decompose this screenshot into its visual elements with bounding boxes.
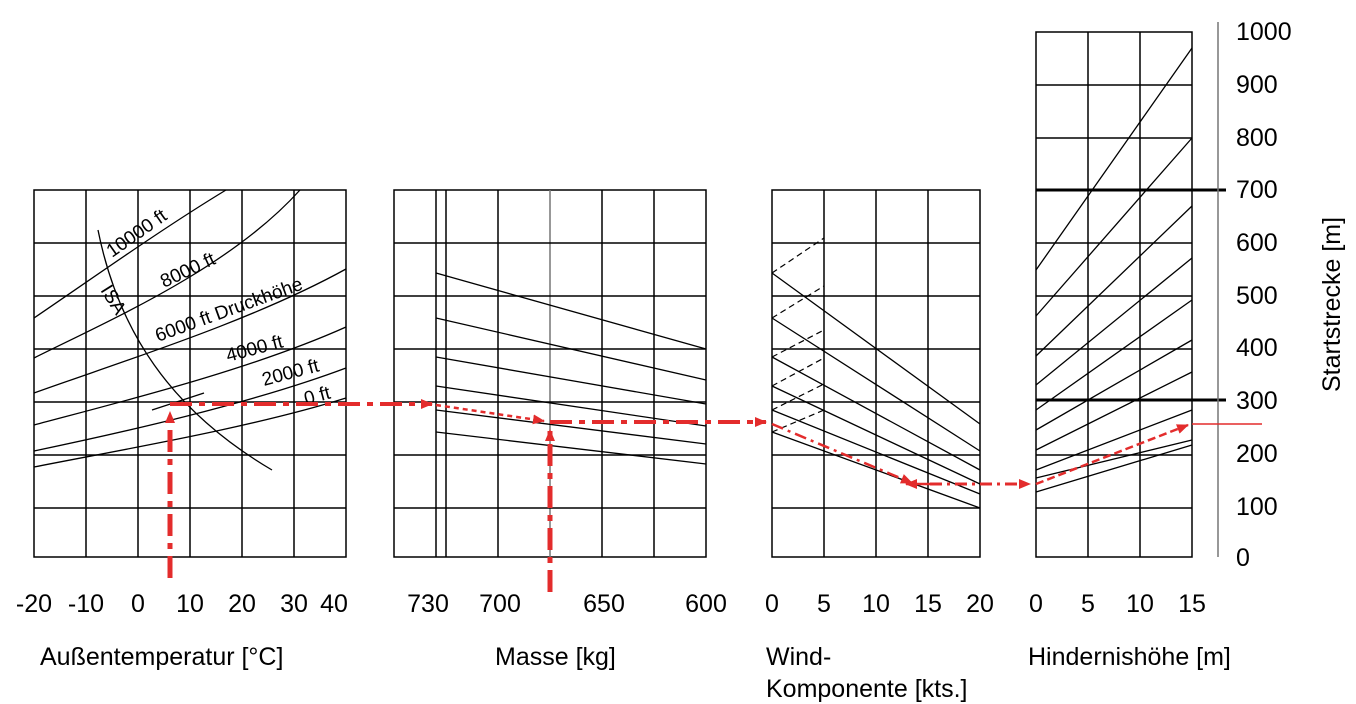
obstacle-grid — [1035, 31, 1226, 558]
distance-tick: 0 — [1236, 544, 1250, 572]
mass-curves — [435, 272, 707, 465]
mass-tick: 600 — [685, 590, 727, 618]
tailwind-curves — [771, 237, 825, 433]
wind-tick: 15 — [914, 590, 942, 618]
wind-tick: 20 — [966, 590, 994, 618]
obstacle-axis-title: Hindernishöhe [m] — [1028, 643, 1231, 671]
mass-panel: 730 700 650 600 Masse [kg] — [393, 189, 727, 671]
distance-tick: 200 — [1236, 440, 1278, 468]
label-2000ft: 2000 ft — [260, 355, 322, 391]
distance-tick: 800 — [1236, 124, 1278, 152]
distance-tick: 1000 — [1236, 18, 1292, 46]
curve-6000ft — [33, 268, 347, 394]
reference-line — [151, 392, 205, 411]
distance-tick: 900 — [1236, 71, 1278, 99]
distance-ticks: 0 100 200 300 400 500 600 700 800 900 10… — [1236, 18, 1292, 572]
pressure-altitude-curves — [33, 189, 347, 471]
wind-axis-title-line2: Komponente [kts.] — [766, 675, 968, 703]
isa-curve — [97, 229, 273, 471]
distance-axis: 0 100 200 300 400 500 600 700 800 900 10… — [1236, 18, 1346, 572]
mass-axis-title: Masse [kg] — [495, 643, 616, 671]
distance-tick: 700 — [1236, 176, 1278, 204]
temp-tick: 30 — [280, 590, 308, 618]
mass-tick: 730 — [407, 590, 449, 618]
distance-axis-title: Startstrecke [m] — [1318, 217, 1346, 392]
temp-tick: -10 — [68, 590, 104, 618]
distance-tick: 400 — [1236, 334, 1278, 362]
wind-panel: 0 5 10 15 20 Wind- Komponente [kts.] — [765, 189, 994, 703]
obstacle-tick: 15 — [1178, 590, 1206, 618]
mass-ticks: 730 700 650 600 — [407, 590, 727, 618]
temp-tick: 10 — [176, 590, 204, 618]
wind-tick: 5 — [817, 590, 831, 618]
path-mass-guide — [435, 403, 545, 425]
obstacle-tick: 5 — [1081, 590, 1095, 618]
wind-tick: 0 — [765, 590, 779, 618]
wind-axis-title-line1: Wind- — [766, 643, 831, 671]
distance-tick: 100 — [1236, 493, 1278, 521]
temp-tick: -20 — [16, 590, 52, 618]
temp-tick: 0 — [131, 590, 145, 618]
wind-tick: 10 — [862, 590, 890, 618]
label-8000ft: 8000 ft — [157, 249, 219, 293]
temperature-axis-title: Außentemperatur [°C] — [40, 643, 283, 671]
wind-ticks: 0 5 10 15 20 — [765, 590, 994, 618]
headwind-curves — [771, 272, 981, 509]
obstacle-ticks: 0 5 10 15 — [1029, 590, 1206, 618]
distance-tick: 300 — [1236, 387, 1278, 415]
distance-tick: 500 — [1236, 282, 1278, 310]
curve-8000ft — [33, 189, 301, 359]
curve-2000ft — [33, 367, 347, 452]
temperature-panel: 10000 ft 8000 ft 6000 ft Druckhöhe 4000 … — [16, 189, 348, 671]
curve-10000ft — [33, 189, 227, 319]
obstacle-tick: 10 — [1126, 590, 1154, 618]
curve-0ft — [33, 397, 347, 468]
temp-tick: 40 — [320, 590, 348, 618]
mass-tick: 650 — [583, 590, 625, 618]
example-path — [165, 399, 1262, 592]
obstacle-curves — [1035, 47, 1193, 493]
curve-labels: 10000 ft 8000 ft 6000 ft Druckhöhe 4000 … — [96, 205, 334, 410]
path-obstacle-guide — [1035, 423, 1189, 486]
mass-tick: 700 — [479, 590, 521, 618]
temperature-ticks: -20 -10 0 10 20 30 40 — [16, 590, 348, 618]
temp-tick: 20 — [228, 590, 256, 618]
obstacle-panel: 0 5 10 15 Hindernishöhe [m] — [1028, 22, 1231, 671]
distance-tick: 600 — [1236, 229, 1278, 257]
obstacle-tick: 0 — [1029, 590, 1043, 618]
curve-4000ft — [33, 326, 347, 426]
path-wind-guide — [771, 422, 913, 485]
